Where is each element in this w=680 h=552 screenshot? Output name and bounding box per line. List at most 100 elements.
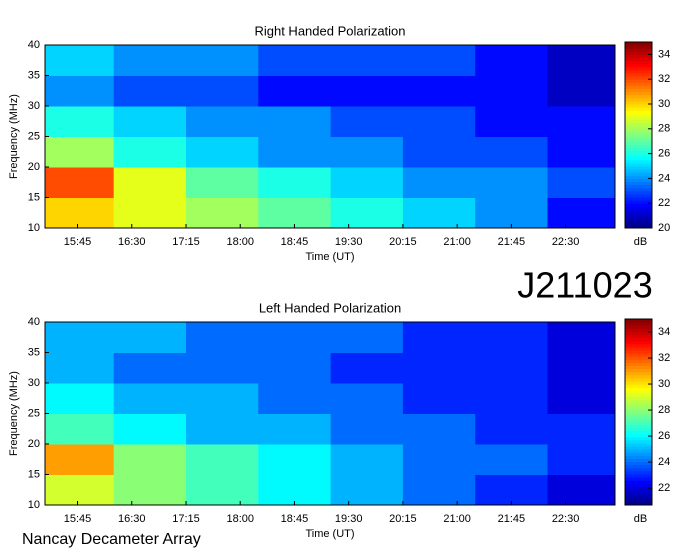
colorbar-step (625, 107, 652, 111)
colorbar-step (625, 396, 652, 401)
colorbar-step (625, 79, 652, 83)
observatory-label: Nancay Decameter Array (22, 531, 201, 548)
colorbar-step (625, 131, 652, 136)
colorbar-step (625, 337, 652, 342)
colorbar-step (625, 141, 652, 145)
heat-cell (45, 197, 115, 228)
x-tick-label: 17:15 (172, 513, 200, 525)
heat-cell (475, 322, 549, 353)
heat-cell (45, 352, 115, 384)
heat-cell (258, 383, 332, 414)
heat-cell (475, 75, 549, 107)
colorbar-step (625, 427, 652, 432)
colorbar-step (625, 119, 652, 124)
colorbar-step (625, 477, 652, 481)
colorbar-step (625, 166, 652, 170)
colorbar-step (625, 60, 652, 65)
colorbar-step (625, 221, 652, 226)
heat-cell (45, 322, 115, 353)
x-tick-label: 16:30 (118, 513, 146, 525)
x-tick-label: 19:30 (335, 236, 363, 248)
colorbar-tick-label: 26 (658, 148, 670, 160)
heat-cell (402, 45, 476, 76)
colorbar-label: dB (634, 236, 647, 248)
y-tick-label: 20 (28, 161, 40, 173)
y-tick-label: 30 (28, 100, 40, 112)
colorbar-step (625, 209, 652, 213)
colorbar-step (625, 408, 652, 413)
colorbar-step (625, 449, 652, 453)
colorbar-step (625, 390, 652, 394)
heat-cell (330, 106, 404, 137)
colorbar-step (625, 45, 652, 49)
x-tick-label: 19:30 (335, 513, 363, 525)
heat-cell (45, 383, 115, 414)
x-axis-label: Time (UT) (305, 528, 354, 540)
x-tick-label: 22:30 (552, 236, 580, 248)
heat-cell (45, 413, 115, 445)
colorbar-tick-label: 22 (658, 482, 670, 494)
heat-cell (45, 444, 115, 475)
heat-cell (547, 45, 615, 76)
colorbar-step (625, 175, 652, 179)
colorbar-step (625, 57, 652, 62)
x-tick-label: 16:30 (118, 236, 146, 248)
heat-cell (402, 322, 476, 353)
x-tick-label: 18:45 (281, 513, 309, 525)
heat-cell (45, 167, 115, 198)
colorbar-step (625, 69, 652, 74)
heat-cell (547, 75, 615, 107)
colorbar-step (625, 489, 652, 494)
colorbar-step (625, 144, 652, 148)
colorbar-step (625, 88, 652, 93)
heat-cell (402, 197, 476, 228)
y-tick-label: 30 (28, 377, 40, 389)
colorbar-tick-label: 32 (658, 73, 670, 85)
y-tick-label: 25 (28, 407, 40, 419)
chart-title: Right Handed Polarization (254, 23, 405, 38)
colorbar-step (625, 483, 652, 487)
colorbar-step (625, 135, 652, 139)
heat-cell (258, 352, 332, 384)
heat-cell (258, 167, 332, 198)
heat-cell (475, 383, 549, 414)
heat-cell (45, 106, 115, 137)
colorbar-step (625, 474, 652, 478)
x-tick-label: 20:15 (389, 513, 417, 525)
colorbar-step (625, 446, 652, 450)
colorbar-step (625, 346, 652, 351)
heat-cell (185, 474, 259, 505)
colorbar-step (625, 113, 652, 117)
heat-cell (258, 45, 332, 76)
heat-cell (547, 106, 615, 137)
colorbar-step (625, 343, 652, 348)
x-tick-label: 17:15 (172, 236, 200, 248)
heat-cell (185, 352, 259, 384)
colorbar-step (625, 54, 652, 58)
colorbar-step (625, 328, 652, 332)
colorbar-step (625, 331, 652, 335)
heat-cell (113, 167, 187, 198)
colorbar-step (625, 206, 652, 210)
colorbar-step (625, 63, 652, 68)
heat-cell (185, 197, 259, 228)
heat-cell (330, 197, 404, 228)
heat-cell (185, 167, 259, 198)
y-tick-label: 40 (28, 39, 40, 51)
colorbar-step (625, 340, 652, 345)
y-tick-label: 25 (28, 130, 40, 142)
heat-cell (402, 444, 476, 475)
colorbar-step (625, 159, 652, 164)
colorbar-step (625, 156, 652, 161)
colorbar-step (625, 150, 652, 155)
colorbar-step (625, 486, 652, 490)
colorbar-step (625, 181, 652, 186)
heat-cell (113, 197, 187, 228)
heat-cell (402, 413, 476, 445)
colorbar-step (625, 458, 652, 463)
heat-cell (547, 352, 615, 384)
heat-cell (185, 444, 259, 475)
colorbar-step (625, 371, 652, 376)
colorbar-step (625, 452, 652, 456)
